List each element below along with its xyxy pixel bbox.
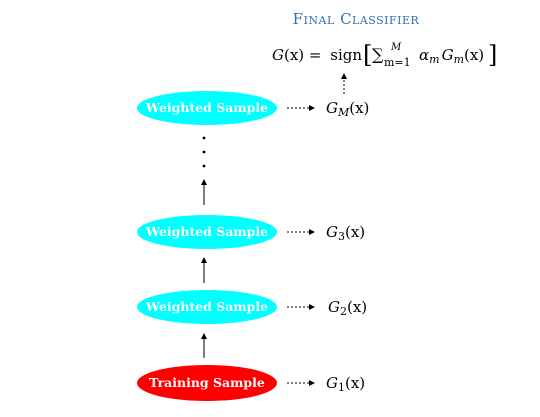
node-training-sample: Training Sample xyxy=(137,365,277,401)
ellipsis-dot xyxy=(202,164,206,168)
formula-left-bracket: [ xyxy=(363,41,372,69)
formula-lhs-arg: (x) = xyxy=(284,46,322,64)
ellipsis-dot xyxy=(202,150,206,154)
formula-lhs: G xyxy=(272,46,284,64)
classifier-g-2: G2(x) xyxy=(328,298,367,318)
classifier-g-3: G3(x) xyxy=(326,223,365,243)
formula-g-arg: (x) xyxy=(464,46,484,64)
ellipsis-dot xyxy=(202,136,206,140)
node-ellipse xyxy=(137,91,277,125)
formula-sum-lower: m=1 xyxy=(384,56,411,69)
node-ellipse xyxy=(137,365,277,401)
classifier-g-m: GM(x) xyxy=(326,99,369,119)
node-ellipse xyxy=(137,215,277,249)
formula-sum-upper: M xyxy=(390,42,402,53)
formula-sign: sign xyxy=(330,46,362,64)
node-weighted-sample-2: Weighted Sample xyxy=(137,290,277,324)
node-label: Weighted Sample xyxy=(145,224,268,239)
node-weighted-sample-m: Weighted Sample xyxy=(137,91,277,125)
node-label: Weighted Sample xyxy=(145,299,268,314)
classifier-g-1: G1(x) xyxy=(326,374,365,394)
diagram-title: Final Classifier xyxy=(293,10,420,28)
node-label: Weighted Sample xyxy=(145,100,268,115)
formula-right-bracket: ] xyxy=(488,41,497,69)
formula-g-sub: m xyxy=(454,53,464,66)
node-ellipse xyxy=(137,290,277,324)
formula-alpha: α xyxy=(419,46,429,64)
formula-g: G xyxy=(442,46,454,64)
node-label: Training Sample xyxy=(149,375,265,390)
formula-alpha-sub: m xyxy=(429,53,439,66)
final-classifier-formula: G(x) = sign [ ∑ M m=1 αm Gm(x) ] xyxy=(272,41,497,69)
formula-sum-symbol: ∑ xyxy=(372,45,384,64)
svg-text:G(x) = sign: G(x) = sign xyxy=(272,46,362,64)
node-weighted-sample-3: Weighted Sample xyxy=(137,215,277,249)
